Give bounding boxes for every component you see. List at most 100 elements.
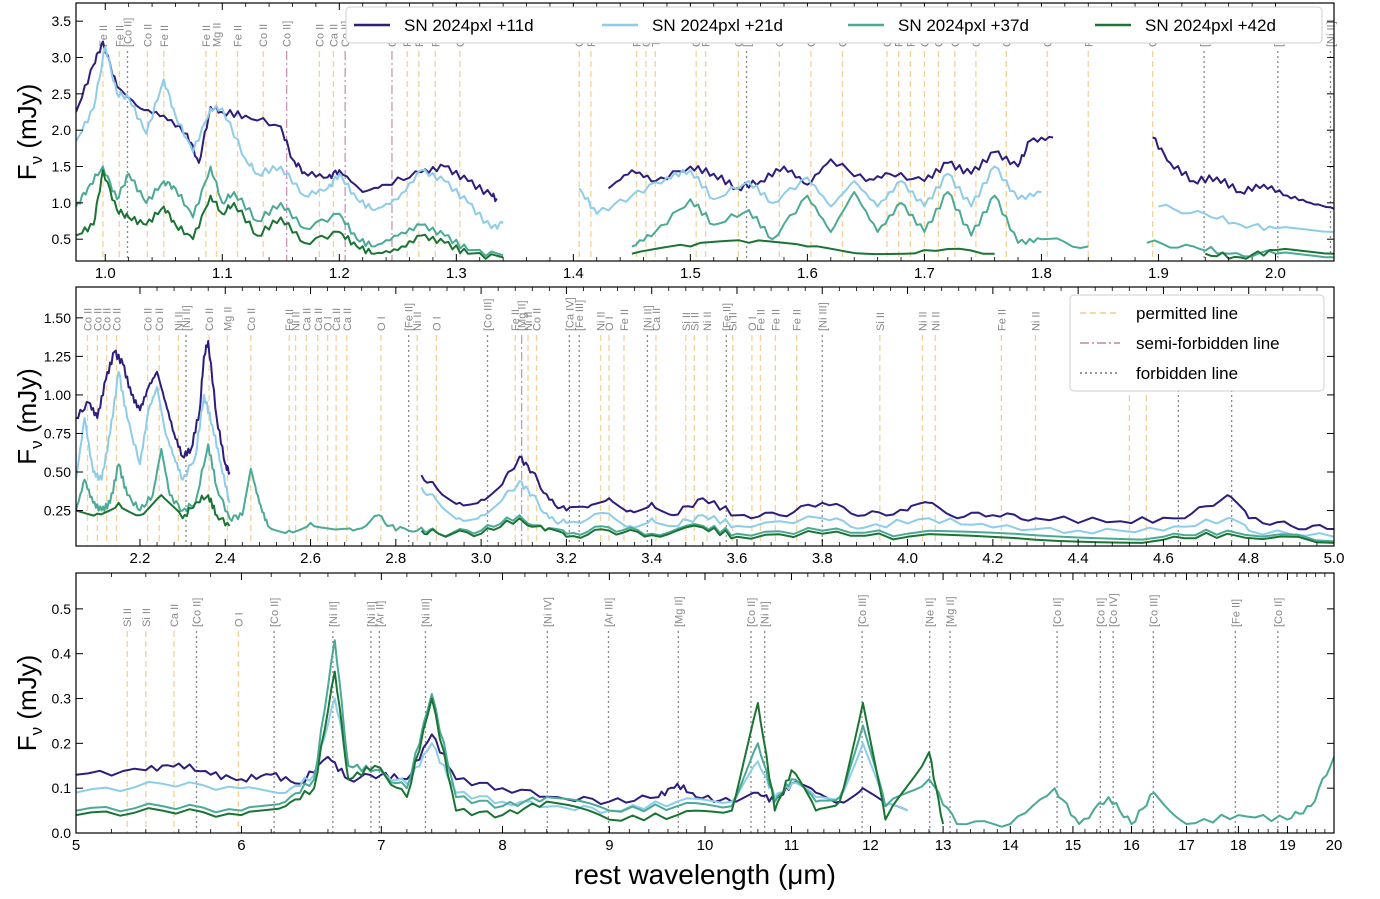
line-id-label: [Co II] — [122, 18, 134, 47]
line-id-label: Si II — [681, 312, 693, 331]
line-id-label: Fe II — [114, 25, 126, 47]
line-type-legend-label: semi-forbidden line — [1136, 334, 1280, 353]
series-line — [607, 135, 1054, 192]
x-tick-label: 14 — [1002, 837, 1019, 854]
x-tick-label: 5.0 — [1324, 550, 1345, 567]
x-tick-label: 15 — [1065, 837, 1082, 854]
series-line — [76, 494, 231, 527]
line-id-label: Ni II — [523, 311, 535, 331]
line-id-label: Ca II — [313, 308, 325, 331]
line-id-label: [Ni II] — [181, 305, 193, 331]
line-id-label: Co II — [258, 24, 270, 47]
series-legend-label: SN 2024pxl +11d — [404, 16, 534, 35]
x-tick-group: 2.2 2.4 2.6 2.8 3.0 3.2 3.4 3.6 3.8 4.0 4.2 4.4 4.6 4… — [130, 287, 1345, 567]
y-tick-group: 0.0 0.1 0.2 0.3 0.4 0.5 — [52, 601, 1334, 841]
line-id-label: [Ca IV] — [564, 297, 576, 331]
series-legend-label: SN 2024pxl +37d — [898, 16, 1029, 35]
line-type-legend: permitted line semi-forbidden line forbidd… — [1069, 294, 1325, 392]
y-axis-label-sub: ν — [27, 727, 46, 736]
x-tick-label: 19 — [1279, 837, 1296, 854]
y-tick-label: 0.1 — [52, 780, 72, 796]
x-tick-label: 1.6 — [797, 265, 818, 282]
series-line — [76, 370, 231, 504]
x-tick-label: 1.4 — [563, 265, 584, 282]
y-axis-label: Fν (mJy) — [12, 84, 46, 181]
y-tick-label: 0.50 — [44, 464, 71, 480]
y-axis-label-sub: ν — [27, 156, 46, 165]
line-id-label: Ni II — [596, 311, 608, 331]
y-axis-label-unit: (mJy) — [12, 655, 42, 727]
x-tick-label: 13 — [935, 837, 952, 854]
line-id-label: [Co III] — [857, 595, 869, 627]
x-tick-label: 3.8 — [812, 550, 833, 567]
x-tick-label: 1.0 — [95, 265, 116, 282]
series-line — [76, 40, 498, 203]
x-tick-label: 1.2 — [329, 265, 350, 282]
line-id-label: Co II — [83, 308, 95, 331]
x-tick-label: 3.0 — [471, 550, 492, 567]
line-id-label: [Co II] — [269, 598, 281, 627]
line-type-legend-label: permitted line — [1136, 304, 1238, 323]
x-tick-label: 5 — [72, 837, 80, 854]
y-axis-label-f: F — [12, 164, 42, 180]
series-line — [76, 697, 908, 814]
line-id-label: Fe II — [201, 25, 213, 47]
series-legend-box — [345, 6, 1323, 44]
line-id-label: Fe II — [232, 25, 244, 47]
line-id-label: [Co II] — [1273, 598, 1285, 627]
x-tick-label: 7 — [377, 837, 385, 854]
line-id-label: Co II] — [282, 21, 294, 47]
line-id-label: Ni II — [1030, 311, 1042, 331]
line-id-label: Fe II — [284, 309, 296, 331]
line-id-label: Ni II — [412, 311, 424, 331]
x-tick-label: 1.5 — [680, 265, 701, 282]
line-id-label: Fe II — [770, 309, 782, 331]
x-tick-label: 3.6 — [727, 550, 748, 567]
series-line — [76, 443, 1334, 543]
x-tick-label: 12 — [862, 837, 879, 854]
line-id-label: Ca II — [331, 308, 343, 331]
x-tick-label: 4.0 — [897, 550, 918, 567]
line-id-label: Ca II — [169, 604, 181, 627]
y-axis-label-sub: ν — [27, 440, 46, 449]
line-id-label: [Mg II] — [673, 596, 685, 627]
y-axis-label-f: F — [12, 449, 42, 465]
y-tick-label: 3.5 — [52, 13, 72, 29]
y-tick-label: 1.5 — [52, 159, 72, 175]
series-group — [76, 639, 1334, 828]
line-type-legend-label: forbidden line — [1136, 364, 1238, 383]
series-line — [420, 517, 1334, 544]
line-id-label: Fe II — [792, 309, 804, 331]
series-legend-label: SN 2024pxl +21d — [652, 16, 783, 35]
series-line — [1158, 203, 1334, 233]
line-id-label: Fe II — [98, 25, 110, 47]
x-tick-label: 10 — [697, 837, 714, 854]
x-tick-label: 2.8 — [385, 550, 406, 567]
series-line — [76, 45, 504, 230]
series-group — [76, 340, 1334, 544]
line-id-label: Ca II — [328, 24, 340, 47]
line-id-label: [Fe III] — [574, 300, 586, 331]
line-id-label: O I — [604, 316, 616, 331]
line-id-label: Si II — [875, 312, 887, 331]
line-id-label: Si II — [728, 312, 740, 331]
line-id-label: [Ni III] — [420, 598, 432, 627]
line-id-label: Co II — [142, 24, 154, 47]
y-tick-label: 0.3 — [52, 691, 72, 707]
line-id-label: Fe II — [755, 309, 767, 331]
x-tick-label: 1.1 — [212, 265, 233, 282]
line-id-label: [Mg II] — [945, 596, 957, 627]
line-id-label: O I — [323, 316, 335, 331]
line-id-label: [Co II] — [191, 598, 203, 627]
line-id-label: Ni II — [917, 311, 929, 331]
series-line — [578, 165, 1042, 215]
x-tick-label: 6 — [237, 837, 245, 854]
y-tick-label: 1.0 — [52, 195, 72, 211]
x-tick-label: 1.7 — [914, 265, 935, 282]
y-tick-label: 0.75 — [44, 425, 71, 441]
line-id-label: Co II — [314, 24, 326, 47]
x-axis-label: rest wavelength (μm) — [574, 859, 836, 890]
